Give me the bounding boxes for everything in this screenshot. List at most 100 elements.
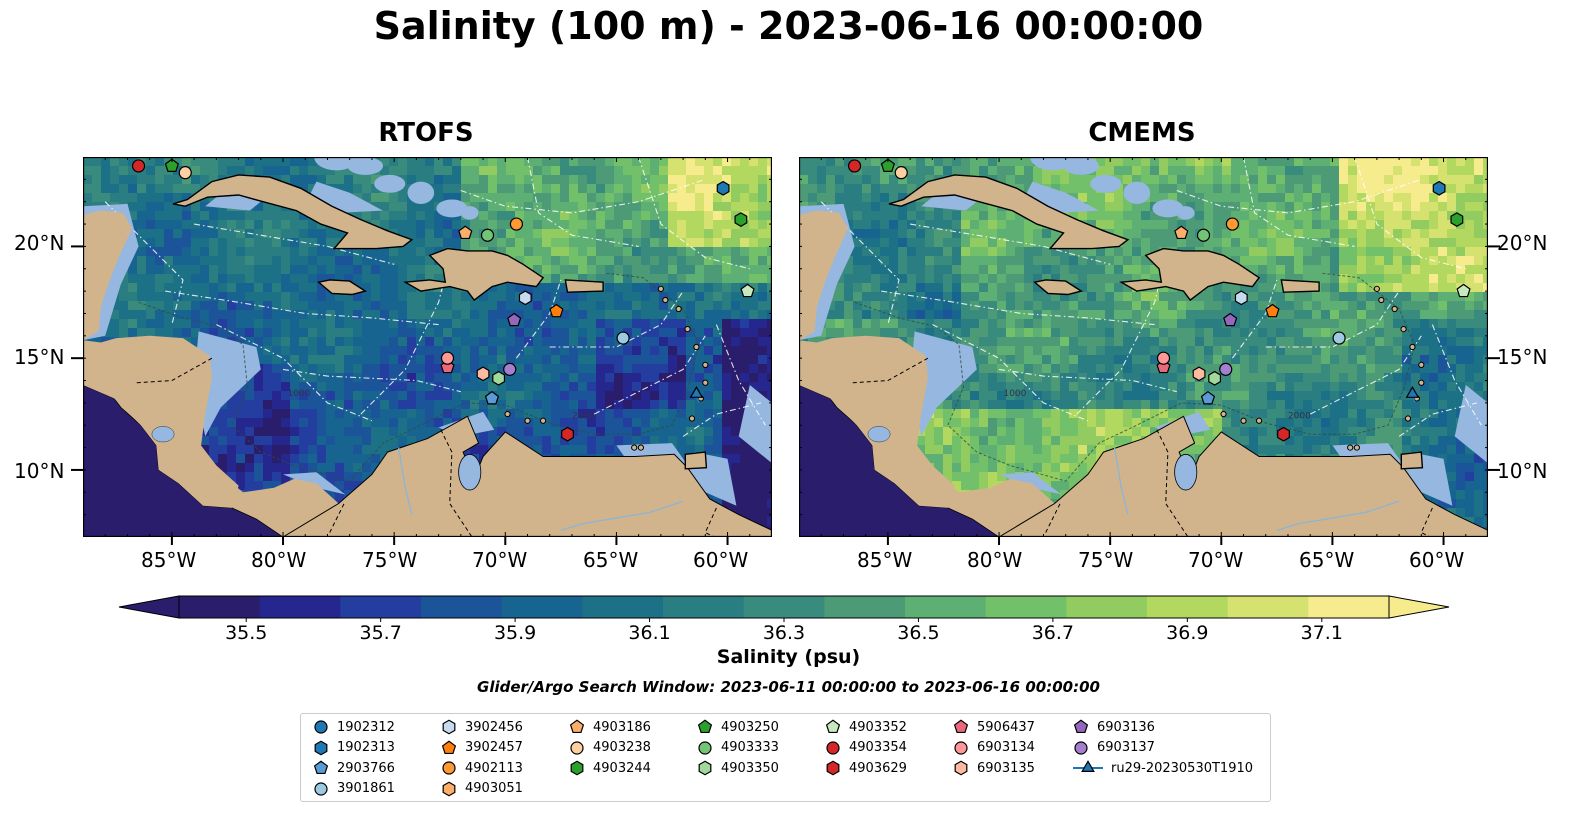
legend-marker-icon bbox=[1073, 760, 1103, 772]
legend-marker-icon bbox=[314, 720, 328, 734]
platform-marker-4903352 bbox=[1456, 283, 1471, 298]
lon-tick-label: 80°W bbox=[251, 548, 307, 572]
legend-label: 4903629 bbox=[849, 760, 907, 776]
legend-marker-4903333 bbox=[698, 740, 712, 755]
legend-item-ru29-20230530T1910: ru29-20230530T1910 bbox=[1073, 758, 1253, 778]
platform-marker-6903137 bbox=[1219, 362, 1233, 376]
colorbar-extend-max bbox=[1388, 595, 1450, 619]
platform-marker-4903350 bbox=[1208, 370, 1222, 386]
map-panel-cmems: 1000 2000 bbox=[799, 157, 1488, 537]
panel-title-cmems: CMEMS bbox=[1088, 118, 1196, 148]
platform-marker-4903354 bbox=[847, 159, 862, 173]
colorbar-segment bbox=[1147, 596, 1229, 618]
legend-marker-icon bbox=[954, 740, 968, 755]
map-panel-rtofs: 1000 2000 bbox=[83, 157, 772, 537]
colorbar-tick-label: 36.1 bbox=[628, 622, 670, 642]
legend-marker-icon bbox=[698, 760, 712, 776]
legend-label: 1902313 bbox=[337, 740, 395, 755]
colorbar-segment bbox=[1066, 596, 1148, 618]
platform-marker-4903238 bbox=[178, 166, 192, 180]
colorbar-segment bbox=[743, 596, 825, 618]
legend-item-4903051: 4903051 bbox=[441, 779, 523, 799]
legend-marker-1902313 bbox=[314, 740, 328, 755]
lon-tick-label: 65°W bbox=[583, 548, 639, 572]
legend-marker-1902312 bbox=[314, 720, 328, 734]
land bbox=[799, 174, 1488, 537]
legend-marker-4902113 bbox=[442, 761, 456, 775]
map-svg: 1000 2000 bbox=[83, 157, 772, 537]
legend-marker-4903186 bbox=[569, 719, 585, 734]
legend-item-1902313: 1902313 bbox=[313, 738, 395, 758]
legend-item-4903350: 4903350 bbox=[697, 758, 779, 778]
colorbar-segment bbox=[1308, 596, 1390, 618]
platform-markers bbox=[847, 158, 1471, 442]
legend-marker-icon bbox=[314, 740, 328, 755]
lon-tick-label: 85°W bbox=[857, 548, 913, 572]
legend-marker-4903244 bbox=[570, 760, 584, 776]
platform-marker-4903629 bbox=[561, 426, 574, 442]
platform-marker-6903135 bbox=[476, 366, 490, 382]
colorbar-tick-label: 36.3 bbox=[763, 622, 805, 642]
legend-label: 4903352 bbox=[849, 719, 907, 735]
legend-marker-icon bbox=[826, 740, 840, 755]
legend-marker-4903350 bbox=[698, 760, 712, 776]
map-frame bbox=[83, 157, 772, 537]
legend-marker-icon bbox=[1073, 719, 1089, 734]
lat-tick-label: 15°N bbox=[1497, 345, 1548, 369]
legend-item-5906437: 5906437 bbox=[953, 717, 1035, 737]
isobath-label: 2000 bbox=[1288, 412, 1311, 422]
colorbar-tick-label: 35.7 bbox=[360, 622, 402, 642]
legend-label: 4903333 bbox=[721, 740, 779, 755]
legend-marker-4903051 bbox=[442, 781, 456, 796]
colorbar-tick-label: 37.1 bbox=[1301, 622, 1343, 642]
legend-label: 3902456 bbox=[465, 719, 523, 735]
legend-marker-icon bbox=[570, 760, 584, 776]
legend-marker-ru29-20230530T1910 bbox=[1081, 760, 1095, 772]
colorbar-tick-label: 36.5 bbox=[897, 622, 939, 642]
legend-label: 3901861 bbox=[337, 781, 395, 796]
figure-title: Salinity (100 m) - 2023-06-16 00:00:00 bbox=[373, 4, 1204, 48]
legend-item-6903137: 6903137 bbox=[1073, 738, 1155, 758]
platform-marker-6903134 bbox=[440, 351, 455, 365]
colorbar-segment bbox=[340, 596, 422, 618]
lat-tick-label: 10°N bbox=[1497, 459, 1548, 483]
platform-marker-ru29-20230530T1910 bbox=[689, 386, 704, 398]
legend-marker-icon bbox=[570, 740, 584, 755]
legend-item-3902457: 3902457 bbox=[441, 738, 523, 758]
platform-marker-2903766 bbox=[484, 390, 500, 405]
legend-marker-4903352 bbox=[825, 719, 841, 734]
platform-marker-3901861 bbox=[616, 331, 630, 345]
legend-label: 4903354 bbox=[849, 740, 907, 755]
platform-marker-3902457 bbox=[549, 303, 564, 318]
legend-marker-icon bbox=[825, 719, 841, 734]
legend-item-3902456: 3902456 bbox=[441, 717, 523, 737]
legend-label: 4903244 bbox=[593, 760, 651, 776]
legend-marker-4903629 bbox=[826, 760, 840, 776]
legend-marker-2903766 bbox=[313, 760, 329, 775]
lat-tick-label: 15°N bbox=[14, 345, 65, 369]
colorbar-segment bbox=[179, 596, 261, 618]
platform-marker-1902313 bbox=[1432, 180, 1446, 196]
legend: 1902312 1902313 2903766 3901861 3902456 39024… bbox=[300, 713, 1271, 802]
isobath-label: 1000 bbox=[287, 389, 310, 399]
platform-markers bbox=[131, 158, 755, 442]
platform-marker-3901861 bbox=[1332, 331, 1346, 345]
legend-item-6903135: 6903135 bbox=[953, 758, 1035, 778]
legend-marker-icon bbox=[442, 781, 456, 796]
platform-marker-6903135 bbox=[1192, 366, 1206, 382]
legend-label: 4903238 bbox=[593, 740, 651, 755]
legend-item-2903766: 2903766 bbox=[313, 758, 395, 778]
colorbar-segment bbox=[824, 596, 906, 618]
legend-marker-3902456 bbox=[442, 719, 456, 735]
isobath-label: 1000 bbox=[1003, 389, 1026, 399]
legend-marker-icon bbox=[954, 760, 968, 776]
map-ticks bbox=[83, 157, 772, 537]
legend-marker-icon bbox=[1074, 740, 1088, 755]
legend-marker-4903238 bbox=[570, 740, 584, 755]
platform-marker-3902456 bbox=[518, 290, 532, 306]
legend-label: ru29-20230530T1910 bbox=[1111, 760, 1254, 776]
colorbar-tick-label: 36.9 bbox=[1166, 622, 1208, 642]
legend-item-6903134: 6903134 bbox=[953, 738, 1035, 758]
colorbar-segment bbox=[259, 596, 341, 618]
legend-item-4903186: 4903186 bbox=[569, 717, 651, 737]
